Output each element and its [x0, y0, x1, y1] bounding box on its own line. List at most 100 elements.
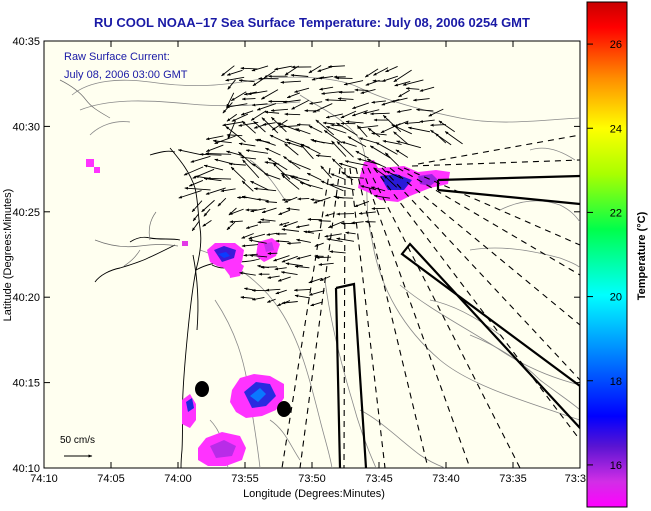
current-vector [294, 265, 310, 269]
current-vector [222, 121, 244, 127]
current-vector [281, 228, 300, 232]
current-vector [267, 157, 288, 171]
current-vector [281, 255, 298, 263]
current-vector [430, 129, 452, 146]
current-vector [398, 89, 410, 98]
current-vector [300, 143, 321, 155]
current-vector [419, 86, 435, 92]
current-vector [286, 92, 300, 99]
sst-patch [94, 167, 100, 173]
current-vector [318, 219, 331, 223]
current-vector [251, 297, 265, 301]
current-vector [370, 112, 390, 116]
current-vector [261, 89, 279, 100]
current-vector [264, 173, 281, 180]
current-vector [294, 294, 311, 299]
current-vector [336, 122, 358, 136]
current-vector [226, 113, 238, 122]
current-vector [270, 108, 288, 112]
y-tick-label: 40:35 [12, 36, 40, 48]
colorbar-tick-label: 16 [610, 460, 622, 472]
current-vector [297, 197, 310, 201]
current-vector [373, 194, 390, 199]
current-vector [320, 165, 332, 179]
current-vector [381, 98, 400, 106]
current-vector [360, 88, 376, 94]
current-vector [340, 110, 357, 119]
current-vector [355, 150, 369, 159]
current-vector [229, 220, 243, 224]
current-vector [203, 164, 224, 171]
current-vector [220, 188, 236, 193]
current-vector [205, 187, 226, 195]
current-vector [282, 221, 298, 228]
current-vector [371, 100, 386, 104]
current-vector [385, 66, 398, 73]
current-vector [284, 143, 299, 156]
colorbar-tick-label: 26 [610, 39, 622, 51]
current-vector [330, 173, 345, 180]
current-vector [226, 92, 235, 108]
current-vector [318, 262, 334, 266]
sst-patch [418, 174, 438, 186]
current-vector [391, 97, 408, 103]
sst-patch [218, 252, 230, 258]
current-vector [241, 244, 259, 248]
current-vector [310, 301, 323, 307]
current-vector [306, 172, 322, 181]
sst-patch [210, 440, 236, 458]
sst-patch [264, 242, 274, 252]
current-vector [319, 86, 334, 91]
buoy-marker [277, 401, 291, 417]
current-vector [282, 99, 301, 104]
current-vector [413, 98, 430, 102]
current-vector [294, 87, 310, 93]
current-vector [203, 208, 211, 217]
current-vector [280, 80, 301, 84]
current-vector [309, 101, 323, 105]
current-vector [363, 109, 380, 115]
current-vector [428, 108, 444, 117]
y-axis: 40:35 40:30 40:25 40:20 40:15 40:10 [12, 36, 580, 475]
current-vector [444, 131, 463, 145]
current-vector [430, 123, 446, 127]
current-vector [291, 99, 309, 110]
current-vector [331, 158, 343, 169]
current-vector [287, 160, 311, 171]
plot-area: Raw Surface Current: July 08, 2006 03:00… [43, 40, 581, 469]
current-vector [177, 149, 202, 156]
shipping-channel-wedges [334, 174, 580, 468]
current-vector [241, 195, 259, 200]
current-vector [280, 271, 298, 275]
current-vector [191, 200, 203, 213]
current-vector [283, 155, 301, 170]
current-vector [402, 79, 424, 86]
current-vector [384, 152, 400, 167]
current-vector [281, 174, 300, 190]
current-vector [326, 238, 343, 243]
sst-patch [186, 398, 194, 412]
current-vector [267, 275, 280, 279]
current-vector [248, 233, 266, 240]
current-vector [299, 181, 323, 190]
current-vector [396, 108, 412, 113]
current-vector [357, 125, 379, 130]
colorbar-tick-label: 20 [610, 292, 622, 304]
chart-title: RU COOL NOAA–17 Sea Surface Temperature:… [94, 15, 530, 30]
annotation-line-2: July 08, 2006 03:00 GMT [64, 69, 188, 81]
current-vector [319, 275, 331, 282]
x-tick-label: 73:3 [565, 473, 586, 485]
buoy-marker [195, 381, 209, 397]
current-vector [419, 119, 435, 123]
current-vector [251, 65, 269, 72]
y-tick-label: 40:25 [12, 207, 40, 219]
current-vector [285, 262, 303, 267]
bathymetry-contours [71, 76, 580, 468]
x-tick-label: 74:05 [97, 473, 125, 485]
current-vector [323, 129, 343, 144]
current-vector [191, 220, 200, 232]
current-vector [284, 65, 299, 76]
current-vector [290, 175, 310, 182]
current-vector [324, 98, 347, 102]
current-vector [228, 208, 244, 215]
